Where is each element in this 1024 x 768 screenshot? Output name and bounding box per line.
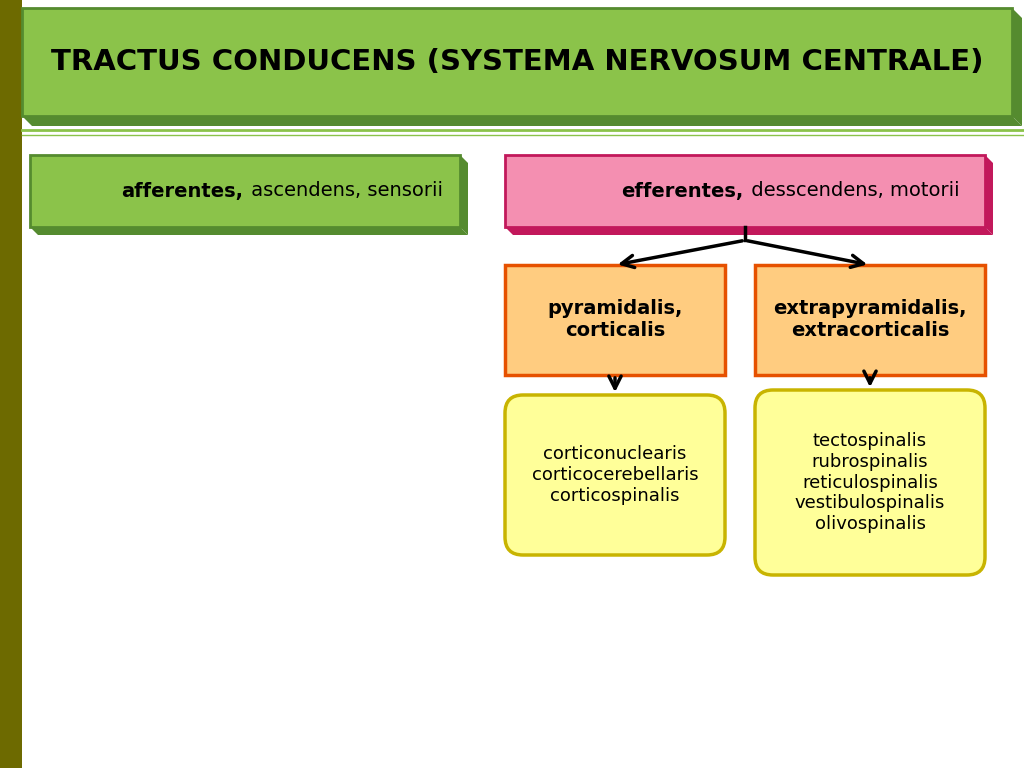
FancyBboxPatch shape [505,395,725,555]
Polygon shape [30,227,468,235]
Polygon shape [505,227,993,235]
FancyBboxPatch shape [30,155,460,227]
Polygon shape [985,155,993,235]
Text: desscendens, motorii: desscendens, motorii [745,181,959,200]
Text: corticonuclearis
corticocerebellaris
corticospinalis: corticonuclearis corticocerebellaris cor… [531,445,698,505]
Text: tectospinalis
rubrospinalis
reticulospinalis
vestibulospinalis
olivospinalis: tectospinalis rubrospinalis reticulospin… [795,432,945,533]
Polygon shape [460,155,468,235]
Text: extrapyramidalis,
extracorticalis: extrapyramidalis, extracorticalis [773,300,967,340]
FancyBboxPatch shape [755,390,985,575]
Text: pyramidalis,
corticalis: pyramidalis, corticalis [547,300,683,340]
Bar [0,0,22,768]
FancyBboxPatch shape [505,155,985,227]
FancyBboxPatch shape [755,265,985,375]
Text: TRACTUS CONDUCENS (SYSTEMA NERVOSUM CENTRALE): TRACTUS CONDUCENS (SYSTEMA NERVOSUM CENT… [51,48,983,76]
Text: afferentes,: afferentes, [121,181,243,200]
Text: ascendens, sensorii: ascendens, sensorii [245,181,443,200]
Polygon shape [22,116,1022,126]
FancyBboxPatch shape [22,8,1012,116]
Text: efferentes,: efferentes, [621,181,743,200]
FancyBboxPatch shape [505,265,725,375]
Polygon shape [1012,8,1022,126]
